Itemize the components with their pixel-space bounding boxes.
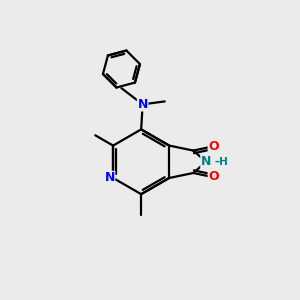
Text: N: N: [104, 172, 115, 184]
Text: O: O: [208, 140, 219, 153]
Text: N: N: [201, 155, 211, 168]
Text: O: O: [208, 170, 219, 184]
Text: N: N: [137, 98, 148, 111]
Text: –H: –H: [214, 157, 228, 167]
